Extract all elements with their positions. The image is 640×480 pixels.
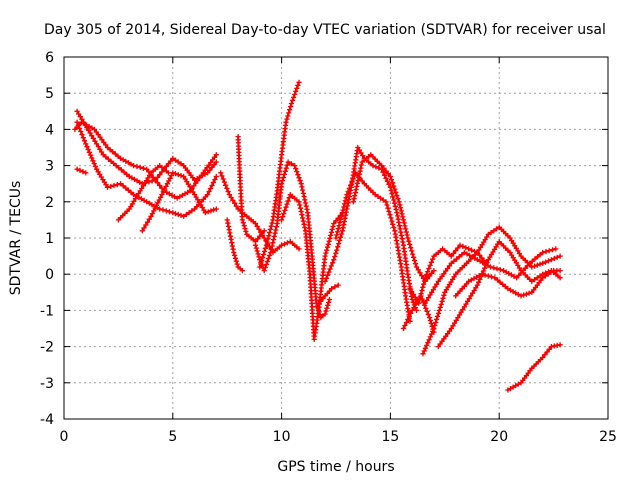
- series-markers: [74, 108, 219, 187]
- series-markers: [74, 119, 219, 219]
- series-markers: [257, 79, 302, 270]
- y-tick-label: -2: [40, 340, 54, 356]
- series-track-13: [313, 282, 341, 310]
- series-markers: [350, 152, 437, 284]
- y-axis-label: SDTVAR / TECUs: [8, 181, 24, 296]
- series-track-15: [333, 170, 413, 324]
- series-track-10: [257, 79, 302, 270]
- x-tick-labels: 0 5 10 15 20 25: [60, 429, 617, 445]
- y-tick-label: 0: [45, 267, 54, 283]
- series-markers: [505, 342, 563, 393]
- series-track-8: [224, 217, 245, 274]
- y-tick-label: 1: [45, 231, 54, 247]
- y-tick-label: 3: [45, 159, 54, 175]
- series-track-1: [74, 108, 219, 187]
- series-track-23: [400, 293, 437, 335]
- series-track-14: [322, 144, 420, 313]
- series-trace: [421, 226, 562, 355]
- y-tick-label: 6: [45, 50, 54, 66]
- chart-title: Day 305 of 2014, Sidereal Day-to-day VTE…: [44, 22, 606, 38]
- series-group: [72, 79, 563, 393]
- series-markers: [139, 170, 219, 234]
- series-markers: [115, 163, 171, 223]
- series-track-4: [115, 163, 171, 223]
- y-tick-label: 2: [45, 195, 54, 211]
- series-track-3: [72, 119, 219, 201]
- series-track-5: [139, 170, 219, 234]
- series-markers: [453, 268, 563, 299]
- y-tick-label: -3: [40, 376, 54, 392]
- x-tick-label: 25: [599, 429, 617, 445]
- series-markers: [420, 224, 563, 357]
- y-tick-labels: -4 -3 -2 -1 0 1 2 3 4 5 6: [40, 50, 54, 428]
- series-track-22: [505, 342, 563, 393]
- x-tick-label: 0: [60, 429, 69, 445]
- y-tick-label: 4: [45, 122, 54, 138]
- series-track-18: [420, 224, 563, 357]
- series-track-6: [74, 166, 89, 176]
- series-markers: [313, 282, 341, 310]
- y-tick-label: -4: [40, 412, 54, 428]
- series-track-9: [235, 134, 267, 245]
- series-markers: [74, 166, 89, 176]
- grid: [64, 57, 608, 419]
- series-track-20: [453, 268, 563, 299]
- series-markers: [235, 134, 267, 245]
- x-tick-label: 10: [273, 429, 291, 445]
- x-axis-label: GPS time / hours: [277, 459, 394, 475]
- series-trace: [352, 153, 435, 283]
- series-markers: [224, 217, 245, 274]
- series-track-2: [74, 119, 219, 219]
- y-tick-label: 5: [45, 86, 54, 102]
- tick-marks: [63, 56, 609, 420]
- series-markers: [279, 192, 346, 342]
- series-markers: [400, 293, 437, 335]
- series-track-16: [350, 152, 437, 284]
- series-markers: [333, 170, 413, 324]
- y-tick-label: -1: [40, 303, 54, 319]
- series-track-12: [279, 192, 346, 342]
- x-tick-label: 15: [381, 429, 399, 445]
- x-tick-label: 20: [490, 429, 508, 445]
- x-tick-label: 5: [168, 429, 177, 445]
